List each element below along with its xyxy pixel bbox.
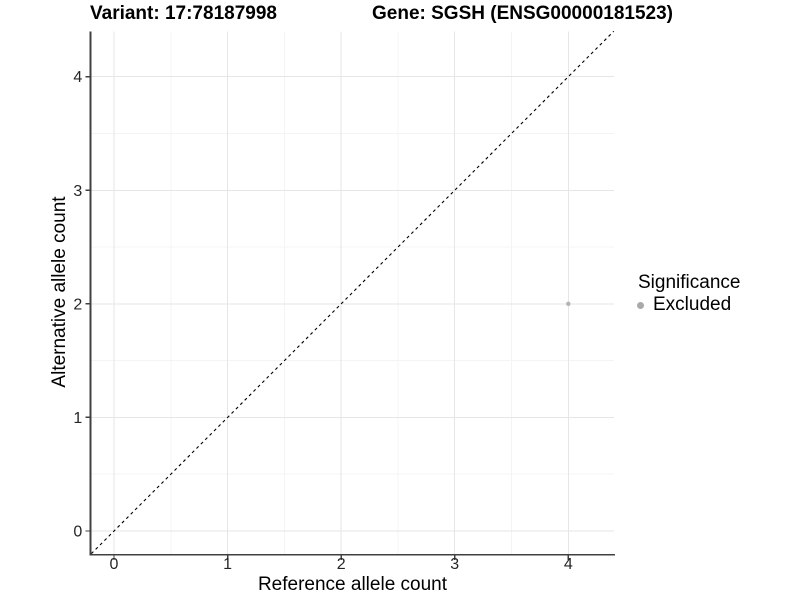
data-point (566, 301, 571, 307)
legend-items: Excluded (630, 294, 740, 316)
x-tick-label: 4 (564, 556, 573, 573)
y-tick-label: 0 (73, 524, 82, 541)
gene-title: Gene: SGSH (ENSG00000181523) (372, 3, 673, 24)
y-tick-label: 4 (73, 69, 82, 86)
x-tick-label: 1 (223, 556, 232, 573)
x-tick-label: 0 (110, 556, 119, 573)
y-tick-label: 1 (73, 410, 82, 427)
identity-reference-line (90, 30, 615, 555)
y-tick-label: 2 (73, 296, 82, 313)
x-tick-label: 3 (450, 556, 459, 573)
legend-title: Significance (638, 272, 741, 293)
x-tick-label: 2 (337, 556, 346, 573)
x-axis-title: Reference allele count (257, 574, 448, 595)
legend-item-label: Excluded (653, 294, 732, 315)
variant-title: Variant: 17:78187998 (90, 3, 277, 24)
y-tick-label: 3 (73, 183, 82, 200)
legend-item: Excluded (630, 294, 740, 316)
legend-key-dot-icon (637, 301, 644, 309)
legend: Significance Excluded (630, 272, 740, 316)
